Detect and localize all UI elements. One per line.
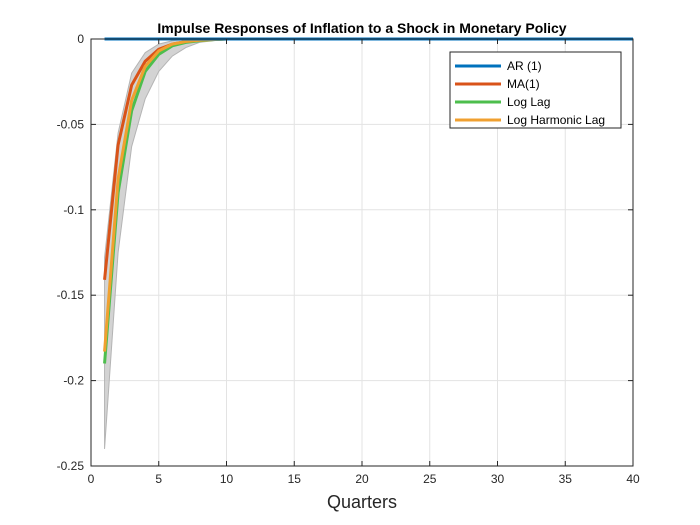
x-tick-label: 30	[491, 472, 505, 486]
y-tick-label: 0	[77, 32, 84, 46]
legend-label: MA(1)	[507, 77, 540, 91]
x-tick-label: 0	[88, 472, 95, 486]
x-tick-labels: 0 5 10 15 20 25 30 35 40	[88, 472, 640, 486]
x-axis-label: Quarters	[327, 492, 397, 512]
y-tick-label: -0.05	[57, 117, 85, 131]
y-tick-label: -0.2	[63, 374, 84, 388]
x-tick-label: 15	[288, 472, 302, 486]
x-tick-label: 25	[423, 472, 437, 486]
y-tick-labels: 0 -0.05 -0.1 -0.15 -0.2 -0.25	[57, 32, 85, 473]
legend: AR (1) MA(1) Log Lag Log Harmonic Lag	[449, 51, 622, 129]
x-tick-label: 10	[220, 472, 234, 486]
y-tick-label: -0.25	[57, 459, 85, 473]
axis-ticks	[90, 38, 634, 467]
legend-label: AR (1)	[507, 59, 542, 73]
chart-title: Impulse Responses of Inflation to a Shoc…	[157, 20, 566, 36]
legend-label: Log Harmonic Lag	[507, 113, 605, 127]
x-tick-label: 35	[559, 472, 573, 486]
y-tick-label: -0.1	[63, 203, 84, 217]
y-tick-label: -0.15	[57, 288, 85, 302]
legend-label: Log Lag	[507, 95, 550, 109]
x-tick-label: 20	[355, 472, 369, 486]
x-tick-label: 40	[626, 472, 640, 486]
x-tick-label: 5	[155, 472, 162, 486]
